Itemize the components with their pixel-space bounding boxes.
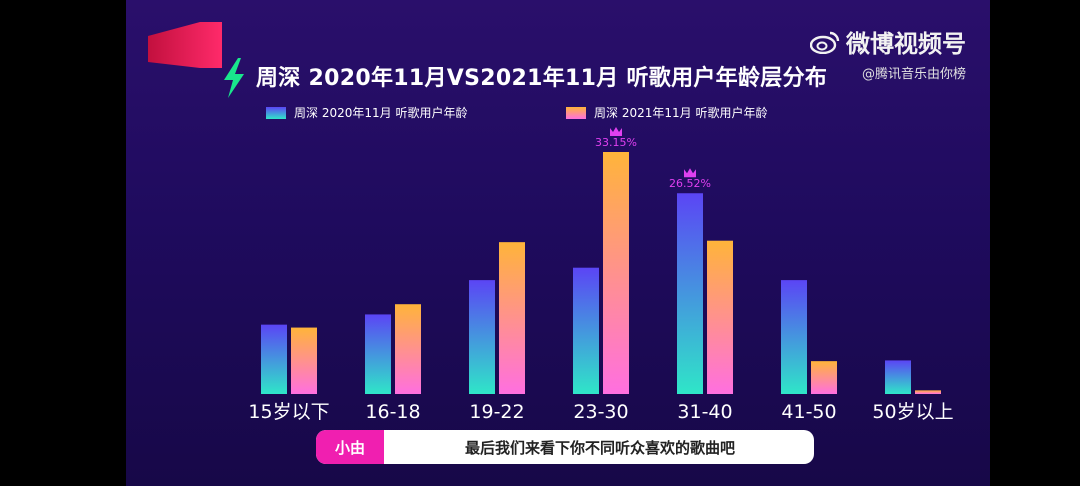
bar-2021-6: [915, 390, 941, 394]
chart-title: 周深 2020年11月VS2021年11月 听歌用户年龄层分布: [256, 66, 828, 91]
bar-2021-5: [811, 361, 837, 394]
bar-2021-0: [291, 327, 317, 394]
x-tick-label: 50岁以上: [872, 401, 953, 423]
subtitle-bar: [316, 430, 814, 464]
x-tick-label: 16-18: [365, 401, 420, 423]
legend-label-2020: 周深 2020年11月 听歌用户年龄: [294, 106, 468, 120]
crown-icon: [684, 168, 696, 178]
watermark: 微博视频号 @腾讯音乐由你榜: [810, 24, 966, 82]
legend-item-2020: 周深 2020年11月 听歌用户年龄: [266, 104, 467, 121]
bar-2021-2: [499, 242, 525, 394]
subtitle-text: 最后我们来看下你不同听众喜欢的歌曲吧: [464, 438, 735, 457]
bar-2020-1: [365, 314, 391, 394]
x-tick-label: 41-50: [781, 401, 836, 423]
crown-icon: [610, 127, 622, 136]
watermark-brand-text: 微博视频号: [846, 30, 966, 58]
bar-2020-6: [885, 360, 911, 394]
data-label-peak-0: 33.15%: [595, 136, 637, 149]
weibo-icon: [810, 31, 840, 54]
brand-logo-shape: [148, 22, 222, 68]
watermark-handle: @腾讯音乐由你榜: [861, 67, 966, 82]
bar-2020-4: [677, 193, 703, 394]
bar-2021-1: [395, 304, 421, 394]
legend-item-2021: 周深 2021年11月 听歌用户年龄: [566, 104, 767, 121]
bar-2021-3: [603, 152, 629, 394]
lightning-icon: [224, 58, 244, 98]
bar-2020-5: [781, 280, 807, 394]
bar-2020-0: [261, 324, 287, 394]
legend-label-2021: 周深 2021年11月 听歌用户年龄: [594, 106, 768, 120]
bar-2020-2: [469, 280, 495, 394]
bar-2020-3: [573, 267, 599, 394]
data-label-peak-1: 26.52%: [669, 177, 711, 190]
legend-swatch-2020: [266, 106, 286, 119]
subtitle-speaker: 小由: [316, 430, 384, 464]
watermark-brand: 微博视频号: [810, 24, 966, 59]
x-tick-label: 19-22: [469, 401, 524, 423]
x-tick-label: 23-30: [573, 401, 628, 423]
x-tick-label: 15岁以下: [248, 401, 329, 423]
x-tick-label: 31-40: [677, 401, 732, 423]
legend-swatch-2021: [566, 106, 586, 119]
video-frame: [126, 0, 990, 486]
bar-2021-4: [707, 240, 733, 394]
